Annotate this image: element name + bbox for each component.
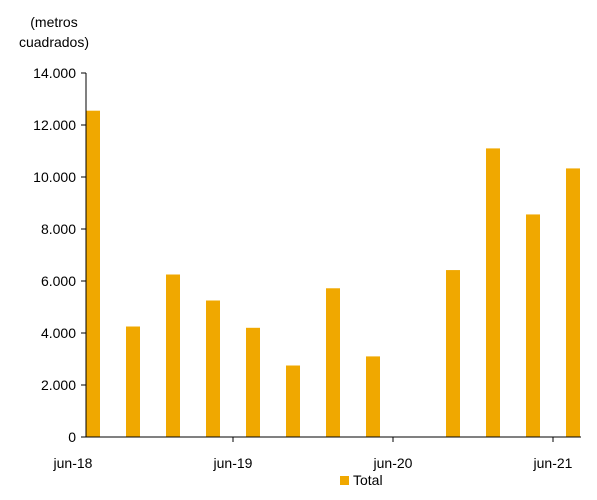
bar [526, 214, 540, 437]
y-tick-label: 4.000 [41, 325, 76, 341]
y-tick-label: 12.000 [33, 117, 76, 133]
bar [486, 148, 500, 437]
legend-label: Total [353, 472, 383, 488]
bar [126, 326, 140, 437]
bar [566, 168, 580, 438]
bar [86, 110, 100, 437]
y-tick-label: 10.000 [33, 169, 76, 185]
y-tick-label: 0 [68, 429, 76, 445]
legend-swatch [340, 476, 349, 485]
x-tick-label: jun-20 [373, 455, 413, 471]
y-tick-label: 2.000 [41, 377, 76, 393]
bar [206, 300, 220, 437]
bars-group [86, 110, 580, 438]
y-tick-label: 14.000 [33, 65, 76, 81]
y-axis-label-line1: (metros [30, 14, 78, 30]
bar [166, 274, 180, 437]
x-tick-label: jun-21 [533, 455, 573, 471]
y-tick-label: 8.000 [41, 221, 76, 237]
x-tick-label: jun-19 [213, 455, 253, 471]
bar [366, 356, 380, 437]
bar [286, 365, 300, 437]
legend-group: Total [340, 472, 383, 488]
y-tick-label: 6.000 [41, 273, 76, 289]
bar [246, 327, 260, 437]
bar [446, 270, 460, 437]
y-axis-label-line2: cuadrados) [18, 34, 90, 50]
bar [326, 288, 340, 437]
y-axis-label: (metros cuadrados) [6, 12, 102, 52]
axes-group: 0 2.000 4.000 6.000 8.000 10.000 12.000 14.000 j… [33, 65, 581, 471]
x-tick-label: jun-18 [53, 455, 93, 471]
